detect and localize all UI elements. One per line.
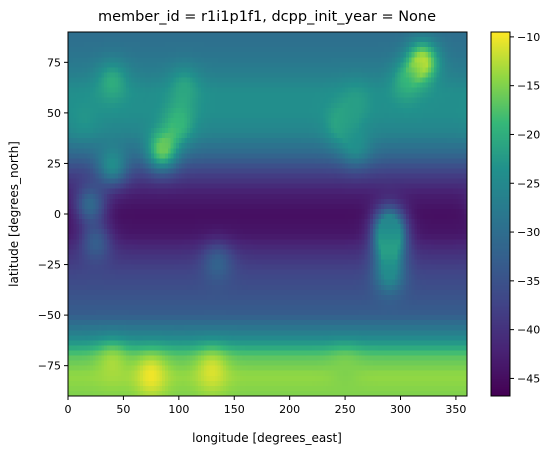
y-axis-label: latitude [degrees_north] xyxy=(7,141,21,287)
x-tick-label: 100 xyxy=(168,403,189,416)
colorbar-tick-label: −10 xyxy=(517,31,540,44)
y-tick-label: −25 xyxy=(38,259,61,272)
x-tick-label: 250 xyxy=(335,403,356,416)
y-tick-label: 50 xyxy=(47,107,61,120)
colorbar: −45 −40 −35 −30 −25 −20 −15 −10 xyxy=(490,31,540,397)
y-tick-label: −75 xyxy=(38,360,61,373)
y-axis: −75 −50 −25 0 25 50 75 xyxy=(38,56,68,373)
colorbar-tick-label: −40 xyxy=(517,324,540,337)
x-tick-label: 300 xyxy=(390,403,411,416)
heatmap-image xyxy=(68,32,467,396)
x-tick-label: 150 xyxy=(224,403,245,416)
x-tick-label: 50 xyxy=(116,403,130,416)
chart-title: member_id = r1i1p1f1, dcpp_init_year = N… xyxy=(98,9,436,25)
x-tick-label: 0 xyxy=(65,403,72,416)
colorbar-axis: −45 −40 −35 −30 −25 −20 −15 −10 xyxy=(510,31,540,385)
x-axis-label: longitude [degrees_east] xyxy=(192,431,342,445)
y-tick-label: 25 xyxy=(47,157,61,170)
x-tick-label: 200 xyxy=(279,403,300,416)
y-tick-label: 75 xyxy=(47,56,61,69)
colorbar-tick-label: −30 xyxy=(517,226,540,239)
colorbar-frame xyxy=(490,31,511,397)
colorbar-gradient xyxy=(491,32,510,396)
colorbar-tick-label: −35 xyxy=(517,275,540,288)
colorbar-tick-label: −20 xyxy=(517,128,540,141)
colorbar-tick-label: −25 xyxy=(517,177,540,190)
y-tick-label: 0 xyxy=(54,208,61,221)
x-axis: 0 50 100 150 200 250 300 350 xyxy=(65,396,466,416)
colorbar-tick-label: −15 xyxy=(517,80,540,93)
y-tick-label: −50 xyxy=(38,309,61,322)
x-tick-label: 350 xyxy=(445,403,466,416)
colorbar-tick-label: −45 xyxy=(517,372,540,385)
heatmap-area xyxy=(67,31,468,397)
